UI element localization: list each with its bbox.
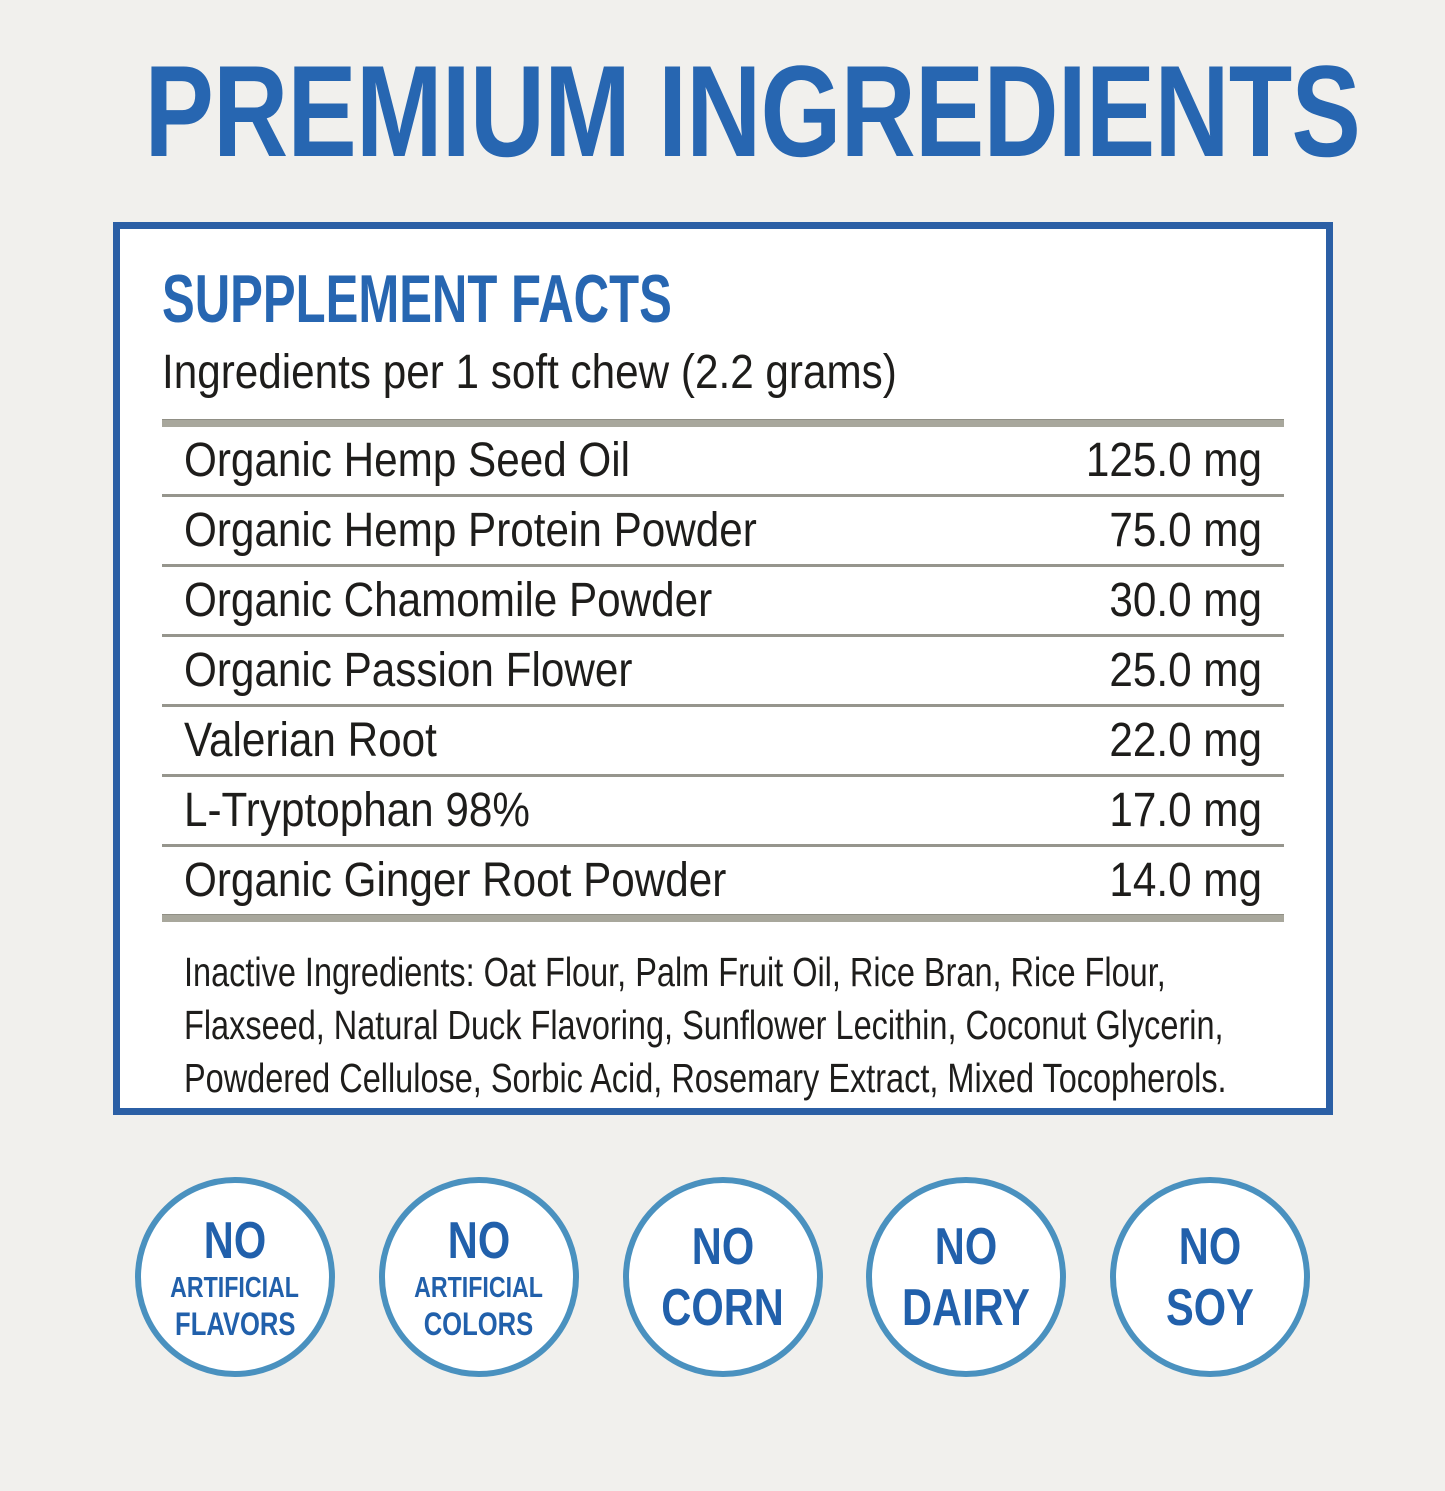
- table-row: Organic Hemp Protein Powder 75.0 mg: [161, 493, 1284, 564]
- badge-line: COLORS: [423, 1305, 534, 1342]
- badge-line: NO: [1178, 1217, 1242, 1276]
- supplement-facts-heading: SUPPLEMENT FACTS: [161, 261, 672, 337]
- badge-row: NO ARTIFICIAL FLAVORS NO ARTIFICIAL COLO…: [135, 1177, 1310, 1377]
- badge-line: ARTIFICIAL: [414, 1271, 544, 1304]
- badge-no-soy: NO SOY: [1110, 1177, 1310, 1377]
- badge-line: NO: [691, 1217, 754, 1276]
- table-row: Valerian Root 22.0 mg: [161, 703, 1284, 774]
- badge-line: NO: [203, 1211, 267, 1270]
- ingredient-amount: 17.0 mg: [1108, 783, 1262, 837]
- supplement-facts-panel: SUPPLEMENT FACTS Ingredients per 1 soft …: [112, 222, 1333, 1115]
- ingredient-amount: 22.0 mg: [1108, 713, 1262, 767]
- ingredient-amount: 25.0 mg: [1108, 643, 1262, 697]
- ingredient-amount: 30.0 mg: [1108, 573, 1262, 627]
- badge-line: NO: [447, 1211, 510, 1270]
- badge-line: CORN: [661, 1278, 784, 1337]
- supplement-facts-content: SUPPLEMENT FACTS Ingredients per 1 soft …: [161, 261, 1284, 1106]
- table-bottom-rule: [161, 913, 1284, 922]
- badge-no-dairy: NO DAIRY: [866, 1177, 1067, 1377]
- table-row: L-Tryptophan 98% 17.0 mg: [161, 773, 1284, 844]
- badge-no-artificial-colors: NO ARTIFICIAL COLORS: [378, 1177, 579, 1377]
- ingredients-table: Organic Hemp Seed Oil 125.0 mg Organic H…: [161, 427, 1284, 914]
- ingredient-name: Organic Chamomile Powder: [183, 573, 712, 627]
- page-title: PREMIUM INGREDIENTS: [144, 38, 1361, 184]
- ingredient-amount: 75.0 mg: [1108, 503, 1262, 557]
- ingredient-name: Organic Hemp Seed Oil: [183, 433, 630, 487]
- inactive-ingredients-text: Inactive Ingredients: Oat Flour, Palm Fr…: [183, 948, 1227, 1102]
- ingredient-name: Organic Ginger Root Powder: [183, 853, 726, 907]
- label-page: PREMIUM INGREDIENTS SUPPLEMENT FACTS Ing…: [0, 46, 1445, 1377]
- ingredient-amount: 14.0 mg: [1108, 853, 1262, 907]
- table-row: Organic Passion Flower 25.0 mg: [161, 633, 1284, 704]
- ingredient-name: Valerian Root: [183, 713, 437, 767]
- ingredient-name: Organic Passion Flower: [183, 643, 632, 697]
- ingredient-name: Organic Hemp Protein Powder: [183, 503, 757, 557]
- table-row: Organic Ginger Root Powder 14.0 mg: [161, 843, 1284, 914]
- ingredient-amount: 125.0 mg: [1085, 433, 1262, 487]
- badge-line: ARTIFICIAL: [170, 1271, 300, 1304]
- table-top-rule: [161, 418, 1284, 427]
- badge-line: NO: [935, 1217, 998, 1276]
- serving-size-text: Ingredients per 1 soft chew (2.2 grams): [161, 346, 897, 399]
- table-row: Organic Chamomile Powder 30.0 mg: [161, 563, 1284, 634]
- table-row: Organic Hemp Seed Oil 125.0 mg: [162, 427, 1284, 494]
- badge-no-corn: NO CORN: [622, 1177, 823, 1377]
- badge-line: DAIRY: [902, 1278, 1031, 1337]
- ingredient-name: L-Tryptophan 98%: [183, 783, 530, 837]
- badge-no-artificial-flavors: NO ARTIFICIAL FLAVORS: [135, 1177, 335, 1377]
- badge-line: FLAVORS: [174, 1305, 296, 1342]
- badge-line: SOY: [1166, 1278, 1254, 1337]
